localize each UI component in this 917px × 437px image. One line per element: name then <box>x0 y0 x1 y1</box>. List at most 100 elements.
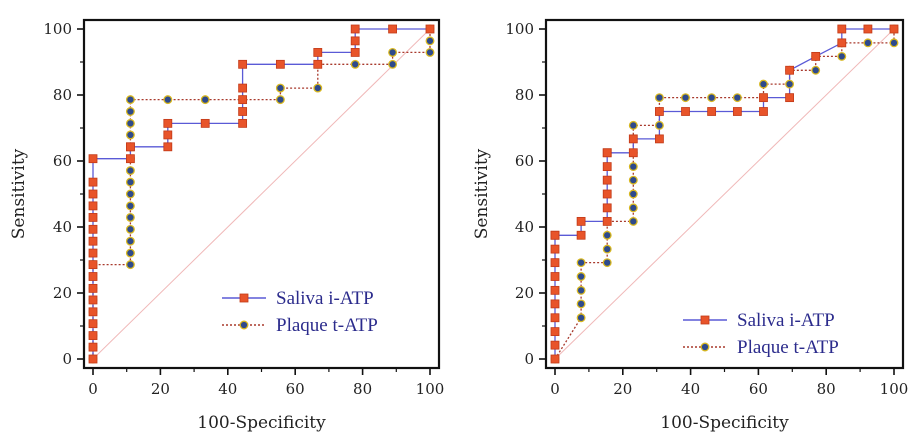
data-point <box>732 107 742 116</box>
data-point <box>576 285 586 295</box>
data-point <box>707 93 717 103</box>
legend-marker <box>700 315 710 325</box>
roc-panel-1: 0 20 40 60 80 100 0 20 40 60 80 100 100-Specificity S… <box>9 18 444 433</box>
data-point <box>628 175 638 185</box>
data-point <box>88 354 98 364</box>
y-axis-title: Sensitivity <box>472 148 492 239</box>
data-point <box>88 307 98 317</box>
data-point <box>88 248 98 258</box>
y-tick-label: 40 <box>53 218 72 236</box>
data-point <box>425 47 435 57</box>
data-point <box>125 166 135 176</box>
data-point <box>88 189 98 199</box>
data-point <box>576 272 586 281</box>
data-point <box>163 95 173 105</box>
data-point <box>785 79 795 89</box>
data-point <box>88 154 98 164</box>
data-point <box>238 95 248 105</box>
data-point <box>863 38 873 48</box>
data-point <box>681 107 690 116</box>
data-point <box>238 83 248 93</box>
data-point <box>125 107 135 116</box>
data-point <box>388 47 398 57</box>
data-point <box>88 319 98 329</box>
x-tick-label: 40 <box>681 380 700 398</box>
legend-marker <box>700 342 710 352</box>
legend-label: Plaque t-ATP <box>276 315 378 336</box>
legend-marker <box>239 320 249 330</box>
data-point <box>125 212 135 222</box>
data-point <box>628 162 638 172</box>
data-point <box>88 331 98 340</box>
data-point <box>88 342 98 352</box>
data-point <box>238 118 248 128</box>
data-point <box>88 224 98 234</box>
data-point <box>350 48 360 57</box>
data-point <box>707 107 717 116</box>
data-point <box>550 285 560 295</box>
data-point <box>550 340 560 350</box>
data-point <box>275 59 285 69</box>
data-point <box>759 93 768 103</box>
data-point <box>628 189 638 199</box>
y-tick-label: 100 <box>43 20 72 38</box>
data-point <box>550 272 560 281</box>
data-point <box>125 130 135 140</box>
data-point <box>125 189 135 199</box>
data-point <box>125 224 135 234</box>
data-point <box>88 295 98 305</box>
y-tick-label: 80 <box>515 86 534 104</box>
data-point <box>837 51 847 61</box>
data-point <box>785 93 794 103</box>
y-tick-label: 60 <box>53 152 72 170</box>
y-tick-label: 80 <box>53 86 72 104</box>
reference-diagonal <box>92 28 431 360</box>
data-point <box>576 299 586 309</box>
roc-panel-2: 0 20 40 60 80 100 0 20 40 60 80 100 100-Specificity S… <box>472 18 909 433</box>
data-point <box>126 154 135 164</box>
data-point <box>602 148 612 158</box>
data-point <box>125 177 135 187</box>
data-point <box>602 189 612 199</box>
data-point <box>550 299 560 309</box>
x-axis-title: 100-Specificity <box>197 413 326 433</box>
data-point <box>759 79 768 89</box>
data-point <box>275 95 285 105</box>
saliva-series-markers <box>88 24 435 364</box>
x-tick-label: 20 <box>613 380 632 398</box>
x-tick-label: 20 <box>151 380 170 398</box>
y-tick-label: 40 <box>515 218 534 236</box>
data-point <box>602 216 612 226</box>
y-tick-label: 0 <box>62 350 72 368</box>
data-point <box>628 148 638 158</box>
x-tick-label: 0 <box>88 380 98 398</box>
data-point <box>126 142 135 152</box>
legend: Saliva i-ATP Plaque t-ATP <box>222 288 378 336</box>
y-tick-label: 20 <box>515 284 534 302</box>
data-point <box>785 65 794 75</box>
data-point <box>88 283 98 293</box>
x-tick-label: 40 <box>218 380 237 398</box>
data-point <box>425 24 435 34</box>
data-point <box>163 142 173 152</box>
data-point <box>576 230 586 240</box>
data-point <box>655 107 664 116</box>
x-tick-label: 60 <box>286 380 305 398</box>
data-point <box>388 59 398 69</box>
data-point <box>125 236 135 246</box>
data-point <box>425 36 435 46</box>
data-point <box>863 24 873 34</box>
x-tick-label: 100 <box>880 380 909 398</box>
y-tick-label: 100 <box>505 20 534 38</box>
data-point <box>732 93 742 103</box>
data-point <box>313 59 323 69</box>
data-point <box>602 162 612 172</box>
data-point <box>889 24 899 34</box>
y-tick-label: 20 <box>53 284 72 302</box>
data-point <box>125 248 135 258</box>
data-point <box>200 95 210 105</box>
data-point <box>628 120 638 130</box>
data-point <box>550 354 560 364</box>
data-point <box>88 201 98 211</box>
